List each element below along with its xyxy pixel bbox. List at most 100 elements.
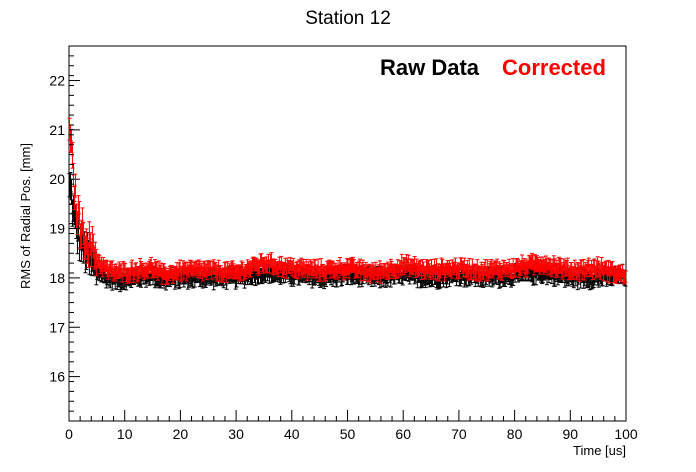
data-point: [583, 271, 586, 274]
data-point: [522, 265, 525, 268]
data-point: [570, 276, 573, 279]
data-point: [610, 276, 613, 279]
data-point: [586, 279, 589, 282]
data-point: [82, 250, 85, 253]
data-point: [460, 275, 463, 278]
data-point: [160, 280, 163, 283]
data-point: [154, 266, 157, 269]
data-point: [224, 278, 227, 281]
data-point: [106, 267, 109, 270]
data-point: [73, 211, 76, 214]
data-point: [109, 280, 112, 283]
data-point: [195, 266, 198, 269]
data-point: [397, 270, 400, 273]
data-point: [392, 270, 395, 273]
data-point: [85, 240, 88, 243]
data-point: [222, 272, 225, 275]
data-point: [261, 276, 264, 279]
data-point: [529, 268, 532, 271]
data-point: [495, 275, 498, 278]
data-point: [581, 272, 584, 275]
data-point: [175, 269, 178, 272]
data-point: [468, 277, 471, 280]
data-point: [393, 269, 396, 272]
data-point: [163, 272, 166, 275]
data-point: [296, 265, 299, 268]
data-point: [550, 269, 553, 272]
data-point: [421, 279, 424, 282]
data-point: [97, 271, 100, 274]
data-point: [475, 272, 478, 275]
data-point: [601, 267, 604, 270]
data-point: [140, 279, 143, 282]
data-point: [108, 277, 111, 280]
data-point: [73, 197, 76, 200]
data-point: [449, 268, 452, 271]
data-point: [98, 259, 101, 262]
data-point: [606, 273, 609, 276]
data-point: [377, 270, 380, 273]
data-point: [534, 276, 537, 279]
data-point: [535, 261, 538, 264]
y-tick-label: 19: [49, 221, 65, 237]
data-point: [303, 266, 306, 269]
data-point: [271, 265, 274, 268]
data-point: [478, 271, 481, 274]
data-point: [237, 270, 240, 273]
data-point: [77, 206, 80, 209]
data-point: [212, 265, 215, 268]
data-point: [241, 276, 244, 279]
data-point: [490, 265, 493, 268]
data-point: [218, 271, 221, 274]
data-point: [524, 268, 527, 271]
data-point: [565, 266, 568, 269]
data-point: [424, 271, 427, 274]
data-point: [213, 274, 216, 277]
data-point: [231, 267, 234, 270]
data-point: [250, 266, 253, 269]
data-point: [311, 280, 314, 283]
data-point: [262, 264, 265, 267]
data-point: [472, 271, 475, 274]
data-point: [490, 273, 493, 276]
data-point: [284, 274, 287, 277]
y-tick-label: 16: [49, 369, 65, 385]
data-point: [249, 268, 252, 271]
data-point: [371, 269, 374, 272]
data-point: [476, 274, 479, 277]
data-point: [593, 265, 596, 268]
data-point: [382, 278, 385, 281]
data-point: [92, 263, 95, 266]
data-point: [546, 267, 549, 270]
x-tick-label: 80: [507, 426, 523, 442]
data-point: [373, 273, 376, 276]
data-point: [186, 281, 189, 284]
data-point: [461, 266, 464, 269]
data-point: [577, 269, 580, 272]
data-point: [480, 267, 483, 270]
data-point: [300, 265, 303, 268]
data-point: [413, 262, 416, 265]
data-point: [319, 272, 322, 275]
data-point: [589, 277, 592, 280]
data-point: [94, 253, 97, 256]
data-point: [545, 263, 548, 266]
data-point: [203, 267, 206, 270]
data-point: [527, 273, 530, 276]
data-point: [488, 269, 491, 272]
data-point: [181, 275, 184, 278]
data-point: [413, 275, 416, 278]
y-tick-label: 17: [49, 319, 65, 335]
data-point: [344, 268, 347, 271]
data-point: [119, 270, 122, 273]
data-point: [170, 271, 173, 274]
data-point: [327, 267, 330, 270]
data-point: [600, 263, 603, 266]
data-point: [517, 264, 520, 267]
data-point: [624, 275, 627, 278]
data-point: [503, 265, 506, 268]
data-point: [497, 271, 500, 274]
data-point: [473, 269, 476, 272]
data-point: [291, 276, 294, 279]
data-point: [145, 271, 148, 274]
